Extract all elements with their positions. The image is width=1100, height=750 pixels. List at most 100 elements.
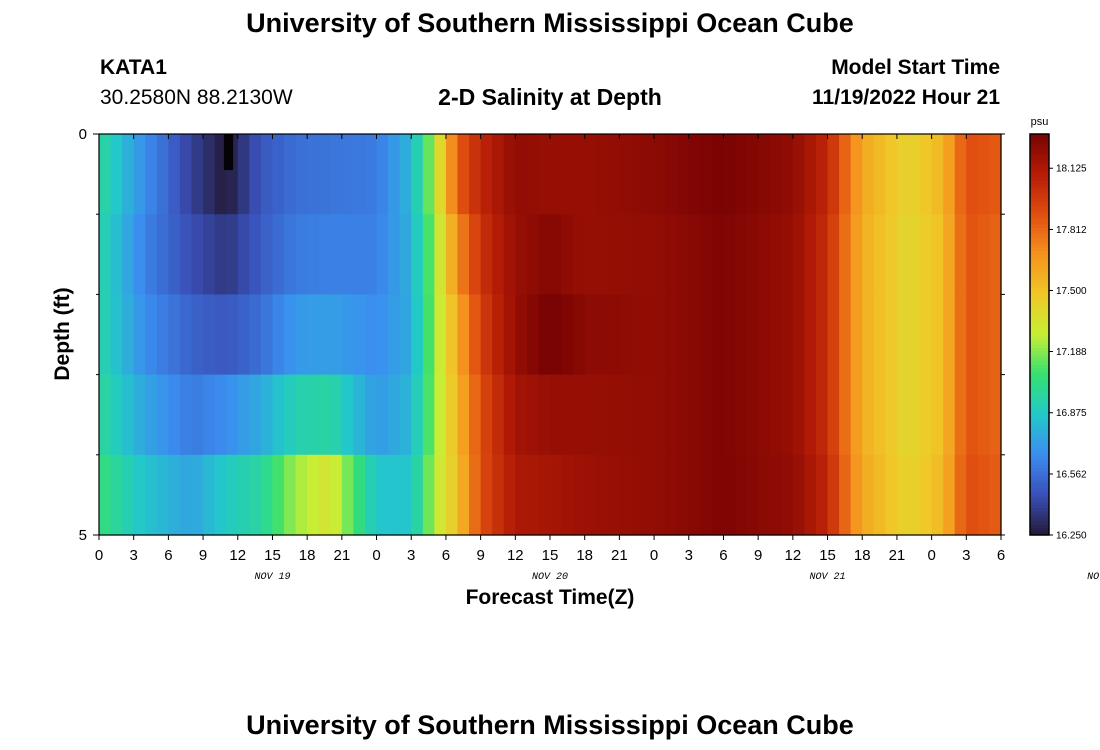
heatmap-cell <box>318 454 331 536</box>
heatmap-cell <box>654 454 667 536</box>
heatmap-cell <box>260 374 274 456</box>
heatmap-cell <box>804 294 817 376</box>
colorbar-segment <box>1030 491 1049 496</box>
heatmap-cell <box>619 214 632 295</box>
heatmap-cell <box>885 454 898 536</box>
heatmap-cell <box>399 294 412 376</box>
heatmap-cell <box>711 214 725 295</box>
heatmap-cell <box>341 374 355 456</box>
heatmap-cell <box>353 294 366 376</box>
heatmap-cell <box>654 294 667 376</box>
x-tick-label: 21 <box>611 547 628 564</box>
heatmap-cell <box>237 454 250 536</box>
heatmap-cell <box>538 454 551 536</box>
heatmap-cell <box>457 294 470 376</box>
colorbar-segment <box>1030 411 1049 416</box>
y-axis-title: Depth (ft) <box>51 287 74 381</box>
heatmap-cell <box>862 294 875 376</box>
heatmap-cell <box>977 134 991 215</box>
colorbar-segment <box>1030 461 1049 466</box>
heatmap-cell <box>226 454 239 536</box>
heatmap-cell <box>839 134 852 215</box>
heatmap-cell <box>815 454 829 536</box>
heatmap-cell <box>191 294 204 376</box>
heatmap-cell <box>399 374 412 456</box>
heatmap-cell <box>307 214 320 295</box>
colorbar-segment <box>1030 281 1049 285</box>
colorbar-segment <box>1030 521 1049 526</box>
colorbar-tick-label: 18.125 <box>1056 164 1087 175</box>
heatmap-cell <box>411 134 424 215</box>
heatmap-cell <box>492 454 505 536</box>
colorbar-segment <box>1030 220 1049 225</box>
colorbar: psu 18.125 17.812 17.500 17.188 16.875 16.562 1… <box>1029 116 1087 542</box>
heatmap-cell <box>630 294 644 376</box>
heatmap-cell <box>677 294 690 376</box>
x-tick-label: 6 <box>442 547 450 564</box>
heatmap-cell <box>677 374 690 456</box>
heatmap-cell <box>920 214 933 295</box>
heatmap-cell <box>515 214 528 295</box>
heatmap-cell <box>665 454 678 536</box>
heatmap-cell <box>584 214 597 295</box>
heatmap-cell <box>642 134 655 215</box>
heatmap-cell <box>758 374 771 456</box>
colorbar-segment <box>1030 137 1049 142</box>
heatmap-cell <box>943 374 956 456</box>
heatmap-cell <box>630 454 644 536</box>
heatmap-cell <box>133 134 146 215</box>
heatmap-cell <box>989 134 1002 215</box>
colorbar-segment <box>1030 227 1049 232</box>
colorbar-segment <box>1030 190 1049 195</box>
model-start-value: 11/19/2022 Hour 21 <box>812 86 1000 109</box>
heatmap-cell <box>665 134 678 215</box>
colorbar-segment <box>1030 518 1049 523</box>
heatmap-cell <box>110 214 123 295</box>
x-tick-label: 3 <box>685 547 693 564</box>
heatmap-cell <box>815 134 829 215</box>
heatmap-cell <box>492 374 505 456</box>
heatmap-cell <box>781 134 794 215</box>
heatmap-cell <box>885 214 898 295</box>
heatmap-cell <box>920 454 933 536</box>
colorbar-segment <box>1030 177 1049 182</box>
colorbar-segment <box>1030 504 1049 509</box>
colorbar-segment <box>1030 180 1049 185</box>
heatmap-cell <box>457 454 470 536</box>
heatmap-cell <box>758 294 771 376</box>
colorbar-segment <box>1030 194 1049 198</box>
colorbar-segment <box>1030 371 1049 376</box>
heatmap-cell <box>330 454 343 536</box>
colorbar-segment <box>1030 488 1049 493</box>
x-tick-label: 12 <box>785 547 802 564</box>
colorbar-tick-label: 16.875 <box>1056 408 1087 419</box>
x-day-label: NOV 22 <box>1087 572 1100 583</box>
heatmap-cell <box>503 134 516 215</box>
heatmap-cell <box>920 374 933 456</box>
heatmap-cell <box>284 294 297 376</box>
colorbar-segment <box>1030 478 1049 483</box>
colorbar-segment <box>1030 384 1049 389</box>
heatmap-cell <box>677 454 690 536</box>
heatmap-cell <box>723 134 736 215</box>
heatmap-cell <box>469 134 482 215</box>
heatmap-cell <box>422 214 435 295</box>
heatmap-cell <box>735 214 748 295</box>
heatmap-cell <box>364 374 378 456</box>
colorbar-segment <box>1030 354 1049 359</box>
heatmap-cell <box>318 294 331 376</box>
heatmap-cell <box>295 454 308 536</box>
heatmap-cell <box>330 294 343 376</box>
heatmap-cell <box>272 294 285 376</box>
heatmap-cell <box>850 134 863 215</box>
heatmap-cell <box>457 374 470 456</box>
x-day-label: NOV 20 <box>532 572 568 583</box>
heatmap-cell <box>434 134 447 215</box>
colorbar-segment <box>1030 187 1049 192</box>
colorbar-segment <box>1030 157 1049 162</box>
heatmap-cell <box>237 134 250 215</box>
x-tick-label: 18 <box>854 547 871 564</box>
heatmap-cell <box>214 454 227 536</box>
colorbar-segment <box>1030 514 1049 519</box>
heatmap-cell <box>873 214 886 295</box>
